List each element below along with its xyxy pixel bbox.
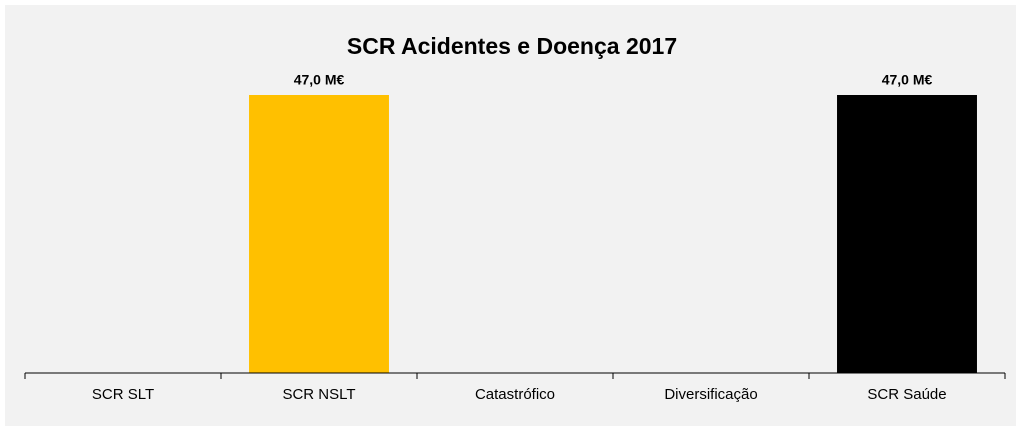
x-tick-label: SCR NSLT — [282, 386, 355, 403]
x-tick-label: Diversificação — [664, 386, 757, 403]
chart-title: SCR Acidentes e Doença 2017 — [347, 33, 677, 59]
bar — [837, 95, 977, 373]
x-tick-label: SCR SLT — [92, 386, 154, 403]
bar — [249, 95, 389, 373]
data-label: 47,0 M€ — [882, 72, 933, 88]
x-tick-label: Catastrófico — [475, 386, 555, 403]
data-label: 47,0 M€ — [294, 72, 345, 88]
x-tick-label: SCR Saúde — [867, 386, 946, 403]
